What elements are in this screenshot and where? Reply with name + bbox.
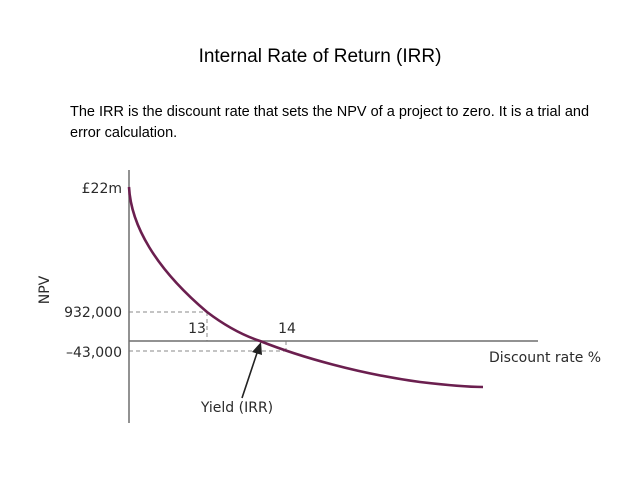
irr-arrow-shaft <box>241 349 259 399</box>
y-tick-22m: £22m <box>82 181 122 197</box>
irr-annotation: Yield (IRR) <box>200 400 273 416</box>
x-tick-13: 13 <box>188 321 206 337</box>
npv-curve <box>127 186 484 389</box>
x-tick-14: 14 <box>278 321 296 337</box>
guide-lines <box>129 311 287 352</box>
slide-title: Internal Rate of Return (IRR) <box>198 46 442 67</box>
slide-description: The IRR is the discount rate that sets t… <box>70 104 590 141</box>
y-tick-minus43000: –43,000 <box>66 345 122 361</box>
y-axis-label: NPV <box>37 275 53 304</box>
y-tick-932000: 932,000 <box>64 305 122 321</box>
x-axis-label: Discount rate % <box>489 350 601 366</box>
irr-arrow-head-icon <box>252 342 262 355</box>
